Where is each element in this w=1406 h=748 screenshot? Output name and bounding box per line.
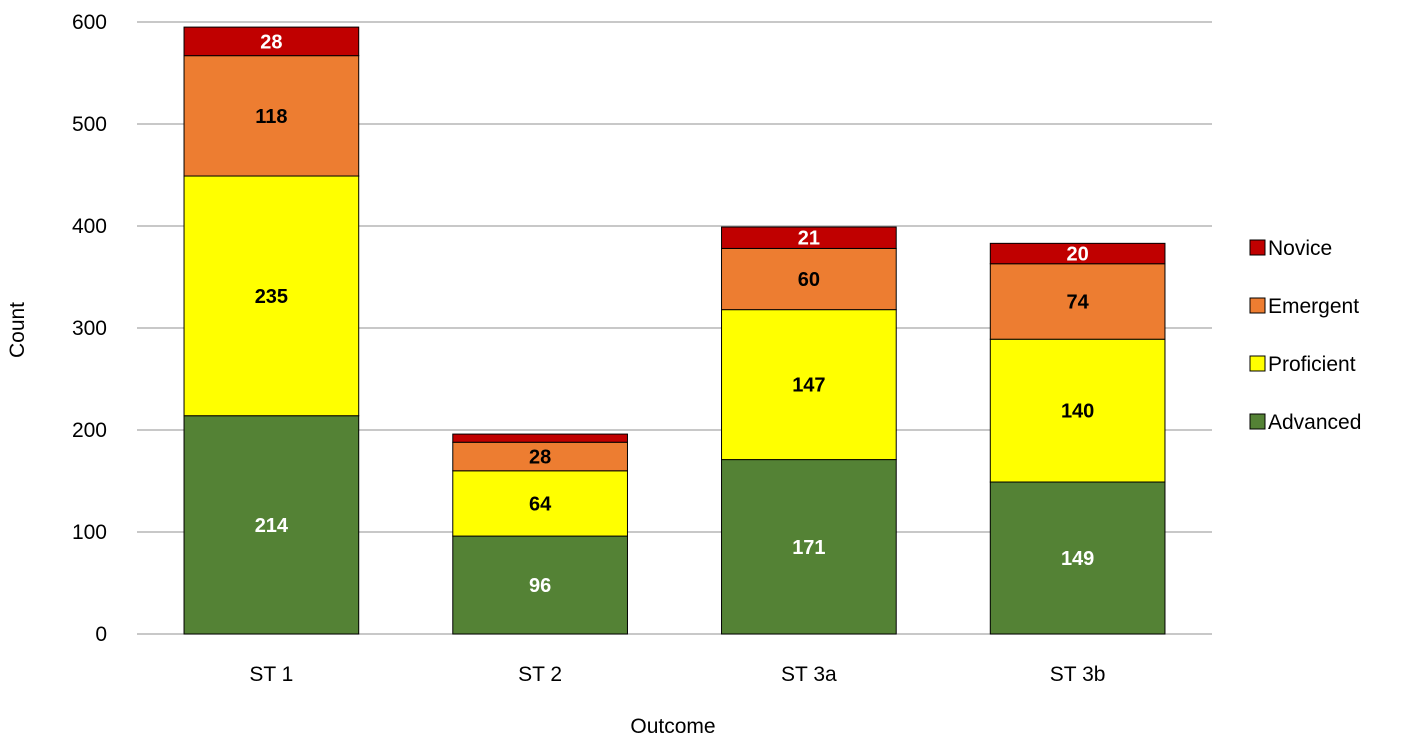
data-label: 20 <box>1067 244 1089 266</box>
y-tick-label: 400 <box>72 215 107 238</box>
bar-segment-novice <box>989 242 1166 265</box>
data-label: 64 <box>529 493 552 515</box>
bar-segment-emergent <box>721 247 897 311</box>
bar-segment-emergent <box>183 55 360 177</box>
legend-label: Emergent <box>1268 295 1359 318</box>
bar-segment-proficient <box>183 175 360 417</box>
data-label: 214 <box>255 515 289 537</box>
x-tick-label: ST 2 <box>518 663 562 686</box>
data-label: 118 <box>255 106 287 128</box>
legend-swatch <box>1249 355 1266 372</box>
data-label: 149 <box>1061 548 1094 570</box>
bar-segment-novice <box>721 226 897 249</box>
legend-label: Proficient <box>1268 353 1356 376</box>
legend-swatch <box>1249 413 1266 430</box>
y-tick-label: 100 <box>72 521 107 544</box>
x-tick-label: ST 3a <box>781 663 837 686</box>
bar-segment-novice <box>183 26 360 57</box>
y-tick-label: 500 <box>72 113 107 136</box>
bar-segment-emergent <box>452 441 628 472</box>
legend-label: Advanced <box>1268 411 1361 434</box>
bar-segment-advanced <box>452 535 628 635</box>
data-label: 21 <box>798 228 820 250</box>
legend-swatch <box>1249 297 1266 314</box>
y-tick-label: 300 <box>72 317 107 340</box>
data-label: 60 <box>798 269 820 291</box>
data-label: 140 <box>1061 401 1094 423</box>
bar-segment-emergent <box>989 263 1166 340</box>
data-label: 171 <box>792 537 825 559</box>
x-axis-title: Outcome <box>630 715 715 738</box>
legend-item-emergent: Emergent <box>1249 295 1359 318</box>
data-labels: 214 235 118 28 96 64 28 171 147 60 21 149 140 74 20 <box>255 31 1095 597</box>
y-tick-label: 0 <box>95 623 107 646</box>
x-tick-label: ST 3b <box>1050 663 1106 686</box>
x-tick-label: ST 1 <box>249 663 293 686</box>
legend-swatch <box>1249 239 1266 256</box>
bar-segment-proficient <box>452 470 628 537</box>
bar-segment-advanced <box>989 481 1166 635</box>
legend-label: Novice <box>1268 237 1332 260</box>
data-label: 235 <box>255 286 288 308</box>
bars <box>183 26 1166 635</box>
y-axis-title: Count <box>6 302 29 358</box>
data-label: 28 <box>260 31 282 53</box>
y-tick-label: 600 <box>72 11 107 34</box>
data-label: 96 <box>529 575 551 597</box>
legend-item-advanced: Advanced <box>1249 411 1361 434</box>
bar-segment-proficient <box>721 309 897 461</box>
x-axis-ticks: ST 1 ST 2 ST 3a ST 3b <box>249 663 1105 686</box>
bar-segment-advanced <box>183 415 360 635</box>
y-axis-ticks: 0 100 200 300 400 500 600 <box>72 11 107 646</box>
bar-segment-novice <box>452 433 628 443</box>
data-label: 147 <box>792 375 825 397</box>
bar-segment-advanced <box>721 459 897 635</box>
legend: Novice Emergent Proficient Advanced <box>1249 237 1361 434</box>
data-label: 28 <box>529 447 551 469</box>
data-label: 74 <box>1067 291 1090 313</box>
y-tick-label: 200 <box>72 419 107 442</box>
bar-segment-proficient <box>989 338 1166 483</box>
legend-item-novice: Novice <box>1249 237 1332 260</box>
legend-item-proficient: Proficient <box>1249 353 1356 376</box>
